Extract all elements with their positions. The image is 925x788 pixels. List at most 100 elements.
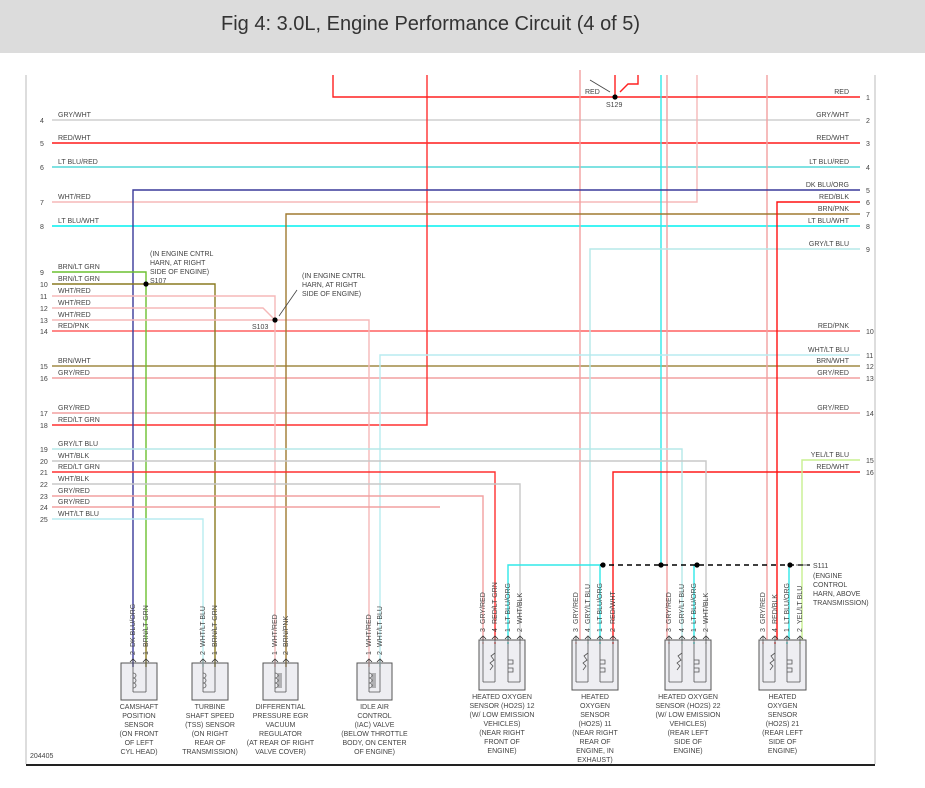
connector-box	[191, 662, 229, 701]
s111-dot	[600, 562, 606, 568]
component-label: VEHICLES)	[484, 721, 521, 728]
pin-terminal-icon	[211, 658, 219, 663]
wire-red-blk	[776, 201, 860, 642]
right-wire-label: BRN/WHT	[816, 358, 849, 365]
right-wire-label: WHT/LT BLU	[808, 347, 849, 354]
left-wire-label: GRY/RED	[58, 488, 90, 495]
pin-terminal-icon	[271, 658, 279, 663]
pin-terminal-icon	[796, 635, 804, 640]
pin-number: 2	[703, 628, 710, 632]
pin-wire-label: RED/LT GRN	[492, 582, 499, 624]
pin-terminal-icon	[479, 635, 487, 640]
component-label: BODY, ON CENTER	[342, 740, 406, 747]
pin-terminal-icon	[376, 658, 384, 663]
right-pin-number: 15	[866, 458, 874, 465]
pin-wire-label: GRY/LT BLU	[585, 584, 592, 624]
component-5: 3 GRY/RED 4 RED/LT GRN 1 LT BLU/ORG 2 WHT/BLK HE…	[470, 582, 535, 755]
right-wire-label: RED/PNK	[818, 323, 849, 330]
heater-sensor-element-icon	[483, 652, 520, 683]
right-wire-label: LT BLU/WHT	[808, 218, 850, 225]
pin-wire-label: GRY/LT BLU	[679, 584, 686, 624]
left-wire-label: RED/LT GRN	[58, 417, 100, 424]
right-wire-label: GRY/RED	[817, 405, 849, 412]
pin-wire-label: LT BLU/ORG	[505, 583, 512, 624]
s111-dot	[787, 562, 793, 568]
component-label: SHAFT SPEED	[186, 713, 235, 720]
component-8: 3 GRY/RED 4 RED/BLK 1 LT BLU/ORG 2 YEL/LT BLU HE…	[758, 583, 807, 755]
pin-number: 3	[666, 628, 673, 632]
pin-terminal-icon	[609, 635, 617, 640]
component-label: DIFFERENTIAL	[256, 704, 306, 711]
pin-terminal-icon	[771, 635, 779, 640]
right-pin-number: 6	[866, 200, 870, 207]
component-label: (IAC) VALVE	[355, 722, 395, 729]
component-label: PRESSURE EGR	[253, 713, 309, 720]
connector-box	[356, 662, 393, 701]
component-label: IDLE AIR	[360, 704, 389, 711]
left-pin-number: 16	[40, 376, 48, 383]
heater-sensor-element-icon	[669, 652, 706, 683]
coil-icon	[132, 672, 146, 693]
wire-red-lt-grn-21	[52, 471, 496, 642]
left-pin-number: 13	[40, 318, 48, 325]
left-pin-number: 5	[40, 141, 44, 148]
component-label: OF ENGINE)	[354, 749, 395, 756]
pin-wire-label: BRN/LT GRN	[212, 605, 219, 647]
component-label: ENGINE)	[487, 748, 516, 755]
component-label: OXYGEN	[768, 703, 798, 710]
pin-terminal-icon	[365, 658, 373, 663]
page-title: Fig 4: 3.0L, Engine Performance Circuit …	[221, 13, 641, 35]
pin-terminal-icon	[702, 635, 710, 640]
pin-terminal-icon	[504, 635, 512, 640]
pin-terminal-icon	[129, 658, 137, 663]
s111-note: TRANSMISSION)	[813, 600, 869, 607]
wire-red-lt-grn-18	[52, 75, 428, 426]
right-wire-label: RED	[834, 89, 849, 96]
s107-note: (IN ENGINE CNTRL	[150, 251, 214, 258]
left-pin-number: 21	[40, 470, 48, 477]
solenoid-icon	[368, 672, 380, 693]
pin-wire-label: YEL/LT BLU	[797, 586, 804, 624]
s111-note: (ENGINE	[813, 573, 843, 580]
pin-terminal-icon	[783, 635, 791, 640]
wire-red-s129b	[619, 75, 639, 93]
left-pin-number: 18	[40, 423, 48, 430]
wire-wht-red-12	[52, 307, 276, 321]
s129-dot	[612, 94, 618, 100]
component-label: SIDE OF	[768, 739, 796, 746]
component-label: SENSOR	[768, 712, 798, 719]
heater-sensor-element-icon	[576, 652, 613, 683]
pin-wire-label: WHT/RED	[366, 614, 373, 647]
pin-wire-label: LT BLU/ORG	[691, 583, 698, 624]
wire-gry-lt-blu-9	[589, 248, 860, 642]
wire-dk-blu-org	[132, 189, 860, 642]
left-wire-label: BRN/WHT	[58, 358, 91, 365]
pin-terminal-icon	[491, 635, 499, 640]
pin-number: 4	[772, 628, 779, 632]
component-label: TURBINE	[195, 704, 226, 711]
component-label: SENSOR (HO2S) 22	[656, 703, 721, 710]
right-pin-number: 4	[866, 165, 870, 172]
left-pin-number: 17	[40, 411, 48, 418]
component-label: VEHICLES)	[670, 721, 707, 728]
wire-wht-lt-blu-11	[379, 354, 860, 642]
component-label: VACUUM	[266, 722, 296, 729]
right-wire-label: YEL/LT BLU	[811, 452, 849, 459]
left-wire-label: GRY/RED	[58, 370, 90, 377]
component-label: OXYGEN	[580, 703, 610, 710]
pin-number: 1	[505, 628, 512, 632]
left-wire-label: RED/WHT	[58, 135, 91, 142]
pin-number: 2	[130, 651, 137, 655]
pin-terminal-icon	[572, 635, 580, 640]
pin-wire-label: RED/BLK	[772, 594, 779, 624]
s107-dot	[143, 281, 149, 287]
pin-wire-label: GRY/RED	[760, 592, 767, 624]
pin-wire-label: WHT/RED	[272, 614, 279, 647]
right-pin-number: 11	[866, 353, 873, 360]
left-wire-label: GRY/LT BLU	[58, 441, 98, 448]
component-label: REAR OF	[194, 740, 225, 747]
pin-wire-label: GRY/RED	[666, 592, 673, 624]
pin-terminal-icon	[665, 635, 673, 640]
left-pin-number: 6	[40, 165, 44, 172]
s103-note: HARN, AT RIGHT	[302, 282, 358, 289]
